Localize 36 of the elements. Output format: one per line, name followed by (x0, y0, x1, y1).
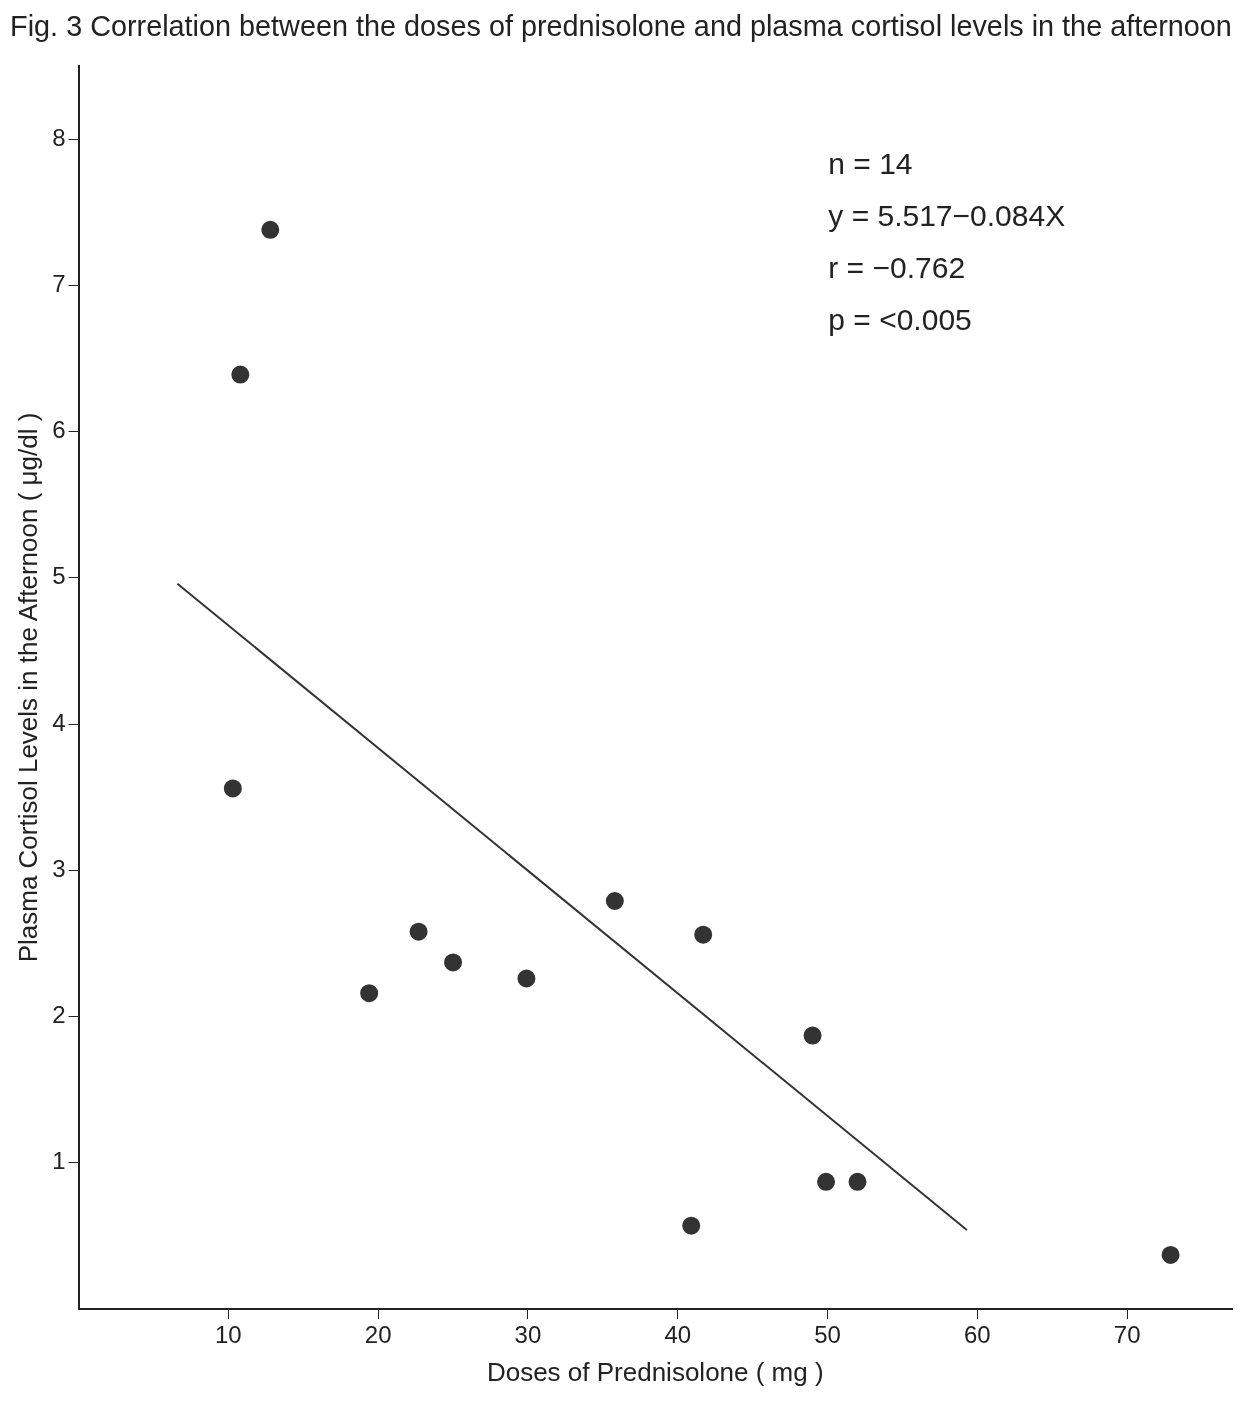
x-tick-label: 50 (814, 1321, 841, 1349)
y-tick-label: 7 (52, 269, 66, 297)
x-tick-label: 20 (364, 1321, 392, 1349)
annotation: r = −0.762 (828, 251, 966, 285)
point (261, 220, 280, 239)
point (682, 1216, 701, 1235)
point (444, 953, 463, 972)
annotation: p = <0.005 (828, 303, 972, 337)
annotation: y = 5.517−0.084X (828, 199, 1066, 233)
y-tick-label: 3 (52, 854, 66, 882)
chart-title: Fig. 3 Correlation between the doses of prednisolone and plasma cortisol levels in the afternoon (10, 8, 1232, 43)
y-tick-label: 4 (52, 708, 66, 736)
y-tick-label: 8 (52, 123, 66, 151)
x-tick-label: 60 (963, 1321, 991, 1349)
point (231, 365, 250, 384)
point (409, 922, 428, 941)
point (803, 1026, 822, 1045)
point (223, 779, 242, 798)
point (360, 984, 379, 1003)
y-tick-label: 1 (52, 1147, 66, 1175)
x-tick-label: 70 (1113, 1321, 1141, 1349)
point (817, 1172, 836, 1191)
point (848, 1172, 867, 1191)
y-tick-label: 2 (52, 1001, 66, 1029)
annotation: n = 14 (828, 147, 913, 181)
y-axis-title: Plasma Cortisol Levels in the Afternoon ( μg/dl ) (12, 412, 43, 963)
x-tick-label: 30 (514, 1321, 542, 1349)
y-tick-label: 5 (52, 562, 66, 590)
x-axis-title: Doses of Prednisolone ( mg ) (486, 1356, 824, 1387)
point (1161, 1245, 1180, 1264)
x-tick-label: 40 (664, 1321, 692, 1349)
point (694, 925, 713, 944)
y-tick-label: 6 (52, 416, 66, 444)
point (605, 892, 624, 910)
x-tick-label: 10 (215, 1321, 242, 1349)
point (517, 969, 536, 988)
